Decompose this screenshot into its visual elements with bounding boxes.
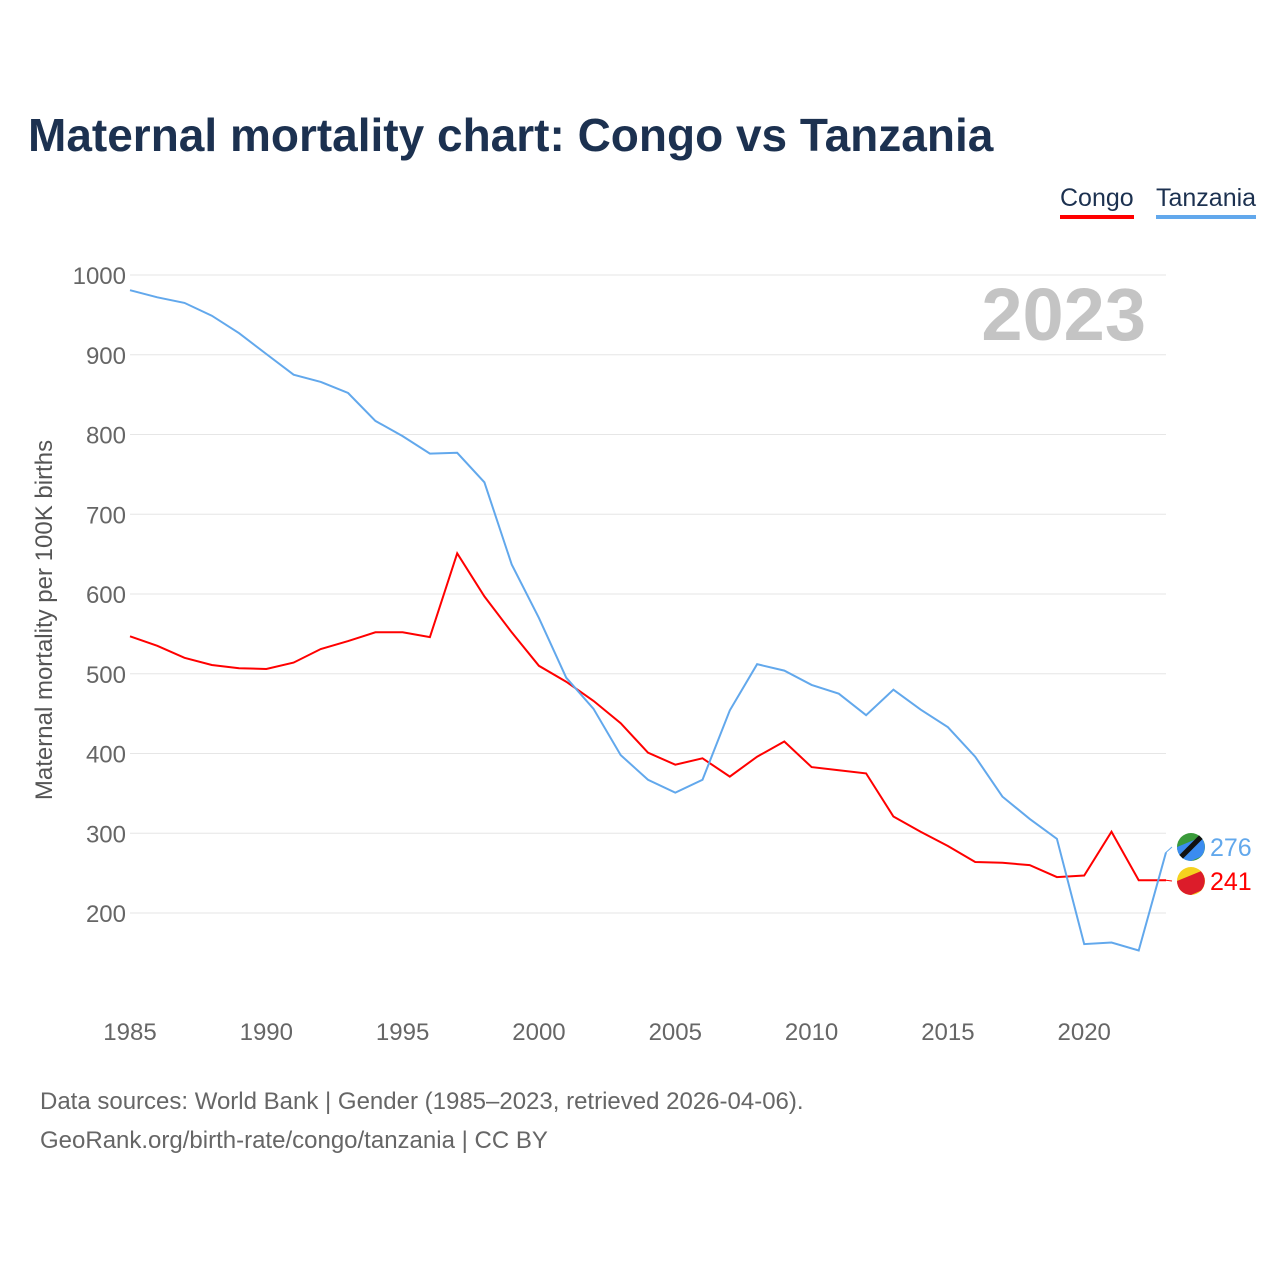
- x-tick-label: 2005: [649, 1019, 702, 1046]
- x-tick-label: 1985: [103, 1019, 156, 1046]
- end-value-label: 241: [1210, 868, 1252, 896]
- end-connector: [1165, 846, 1173, 853]
- end-value-label: 276: [1210, 834, 1252, 862]
- x-tick-label: 1990: [240, 1019, 293, 1046]
- legend-tanzania[interactable]: Tanzania: [1156, 184, 1257, 219]
- y-tick-label: 200: [86, 901, 126, 928]
- legend-congo[interactable]: Congo: [1060, 184, 1134, 219]
- chart-title: Maternal mortality chart: Congo vs Tanza…: [28, 109, 994, 161]
- y-tick-label: 500: [86, 662, 126, 689]
- flag-icon-congo: [1177, 867, 1205, 895]
- y-tick-label: 800: [86, 423, 126, 450]
- flag-part: [1177, 871, 1205, 895]
- series-line-congo: [129, 550, 1166, 882]
- attribution-line: GeoRank.org/birth-rate/congo/tanzania | …: [40, 1127, 548, 1154]
- y-tick-label: 1000: [73, 263, 126, 290]
- y-tick-label: 700: [86, 502, 126, 529]
- year-watermark: 2023: [981, 273, 1146, 356]
- x-tick-label: 2000: [512, 1019, 565, 1046]
- x-tick-label: 2015: [921, 1019, 974, 1046]
- flag-stripe: [1179, 835, 1203, 859]
- source-line: Data sources: World Bank | Gender (1985–…: [40, 1088, 804, 1115]
- end-connector: [1165, 879, 1173, 882]
- flag-icon-tanzania: [1177, 833, 1205, 861]
- y-tick-label: 600: [86, 582, 126, 609]
- y-tick-label: 900: [86, 343, 126, 370]
- x-tick-label: 2010: [785, 1019, 838, 1046]
- y-tick-label: 300: [86, 821, 126, 848]
- series-line-tanzania: [129, 289, 1167, 952]
- y-axis-label: Maternal mortality per 100K births: [31, 440, 58, 800]
- x-tick-label: 1995: [376, 1019, 429, 1046]
- y-tick-label: 400: [86, 742, 126, 769]
- x-tick-label: 2020: [1058, 1019, 1111, 1046]
